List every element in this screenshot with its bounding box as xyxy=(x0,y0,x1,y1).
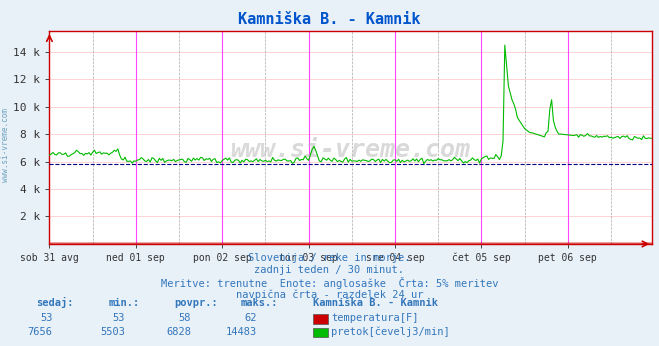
Text: 7656: 7656 xyxy=(28,327,53,337)
Text: pretok[čevelj3/min]: pretok[čevelj3/min] xyxy=(331,326,450,337)
Text: www.si-vreme.com: www.si-vreme.com xyxy=(231,138,471,162)
Text: 14483: 14483 xyxy=(226,327,257,337)
Text: sedaj:: sedaj: xyxy=(36,297,74,308)
Text: Slovenija / reke in morje.: Slovenija / reke in morje. xyxy=(248,253,411,263)
Text: Kamniška B. - Kamnik: Kamniška B. - Kamnik xyxy=(239,12,420,27)
Text: Kamniška B. - Kamnik: Kamniška B. - Kamnik xyxy=(313,298,438,308)
Text: 6828: 6828 xyxy=(166,327,191,337)
Text: temperatura[F]: temperatura[F] xyxy=(331,313,419,323)
Text: www.si-vreme.com: www.si-vreme.com xyxy=(1,108,10,182)
Text: Meritve: trenutne  Enote: anglosaške  Črta: 5% meritev: Meritve: trenutne Enote: anglosaške Črta… xyxy=(161,277,498,290)
Text: 5503: 5503 xyxy=(100,327,125,337)
Text: 53: 53 xyxy=(40,313,53,323)
Text: 53: 53 xyxy=(113,313,125,323)
Text: maks.:: maks.: xyxy=(241,298,278,308)
Text: 62: 62 xyxy=(244,313,257,323)
Text: min.:: min.: xyxy=(109,298,140,308)
Text: navpična črta - razdelek 24 ur: navpična črta - razdelek 24 ur xyxy=(236,290,423,300)
Text: 58: 58 xyxy=(179,313,191,323)
Text: zadnji teden / 30 minut.: zadnji teden / 30 minut. xyxy=(254,265,405,275)
Text: povpr.:: povpr.: xyxy=(175,298,218,308)
